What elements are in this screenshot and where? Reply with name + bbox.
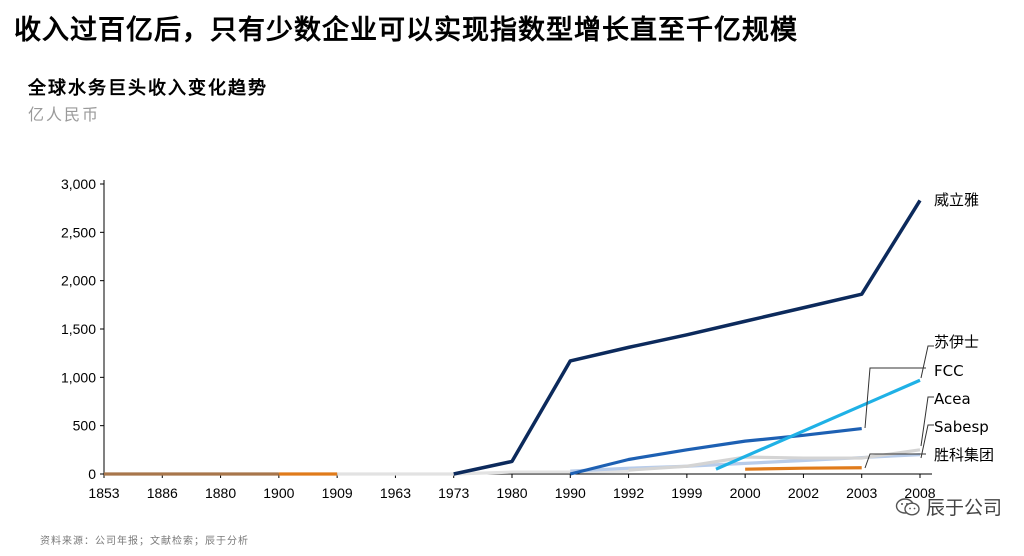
y-axis-unit: 亿人民币 [28, 105, 101, 124]
y-tick-label: 500 [73, 418, 97, 434]
legend-leader-line [920, 345, 934, 379]
legend-label: Acea [934, 390, 971, 408]
series-line [745, 466, 862, 471]
x-tick-label: 1909 [322, 485, 353, 501]
legend-leader-line [864, 367, 926, 429]
legend-label: 胜科集团 [934, 446, 994, 464]
x-tick-label: 2008 [904, 485, 935, 501]
headline: 收入过百亿后，只有少数企业可以实现指数型增长直至千亿规模 [14, 15, 798, 46]
series-line [628, 448, 921, 472]
x-tick-label: 1853 [88, 485, 119, 501]
chart-title: 全球水务巨头收入变化趋势 [28, 78, 268, 99]
legend-leader-line [864, 453, 926, 469]
x-tick-label: 1900 [263, 485, 294, 501]
x-tick-label: 1973 [438, 485, 469, 501]
legend-label: 苏伊士 [934, 333, 979, 351]
x-tick-label: 2000 [730, 485, 761, 501]
y-tick-label: 3,000 [61, 176, 96, 192]
watermark: 辰于公司 [895, 493, 1002, 520]
legend-leader-line [920, 396, 934, 447]
legend-label: FCC [934, 362, 964, 380]
y-tick-label: 0 [88, 466, 96, 482]
x-tick-label: 1886 [147, 485, 178, 501]
x-tick-label: 1963 [380, 485, 411, 501]
watermark-text: 辰于公司 [925, 497, 1002, 519]
series-line [453, 199, 922, 476]
series-line [715, 378, 921, 471]
legend-label: 威立雅 [934, 191, 979, 209]
x-tick-label: 1980 [496, 485, 527, 501]
legend-leader-line [920, 424, 934, 459]
x-tick-label: 1999 [671, 485, 702, 501]
legend-label: Sabesp [934, 418, 989, 436]
x-tick-label: 2003 [846, 485, 877, 501]
x-tick-label: 1992 [613, 485, 644, 501]
y-tick-label: 2,500 [61, 224, 96, 240]
series-line [569, 426, 862, 476]
y-tick-label: 1,500 [61, 321, 96, 337]
y-tick-label: 2,000 [61, 273, 96, 289]
x-tick-label: 2002 [788, 485, 819, 501]
x-tick-label: 1880 [205, 485, 236, 501]
source-note: 资料来源：公司年报；文献检索；辰于分析 [40, 536, 249, 547]
wechat-icon [895, 497, 920, 516]
x-tick-label: 1990 [555, 485, 586, 501]
y-tick-label: 1,000 [61, 369, 96, 385]
